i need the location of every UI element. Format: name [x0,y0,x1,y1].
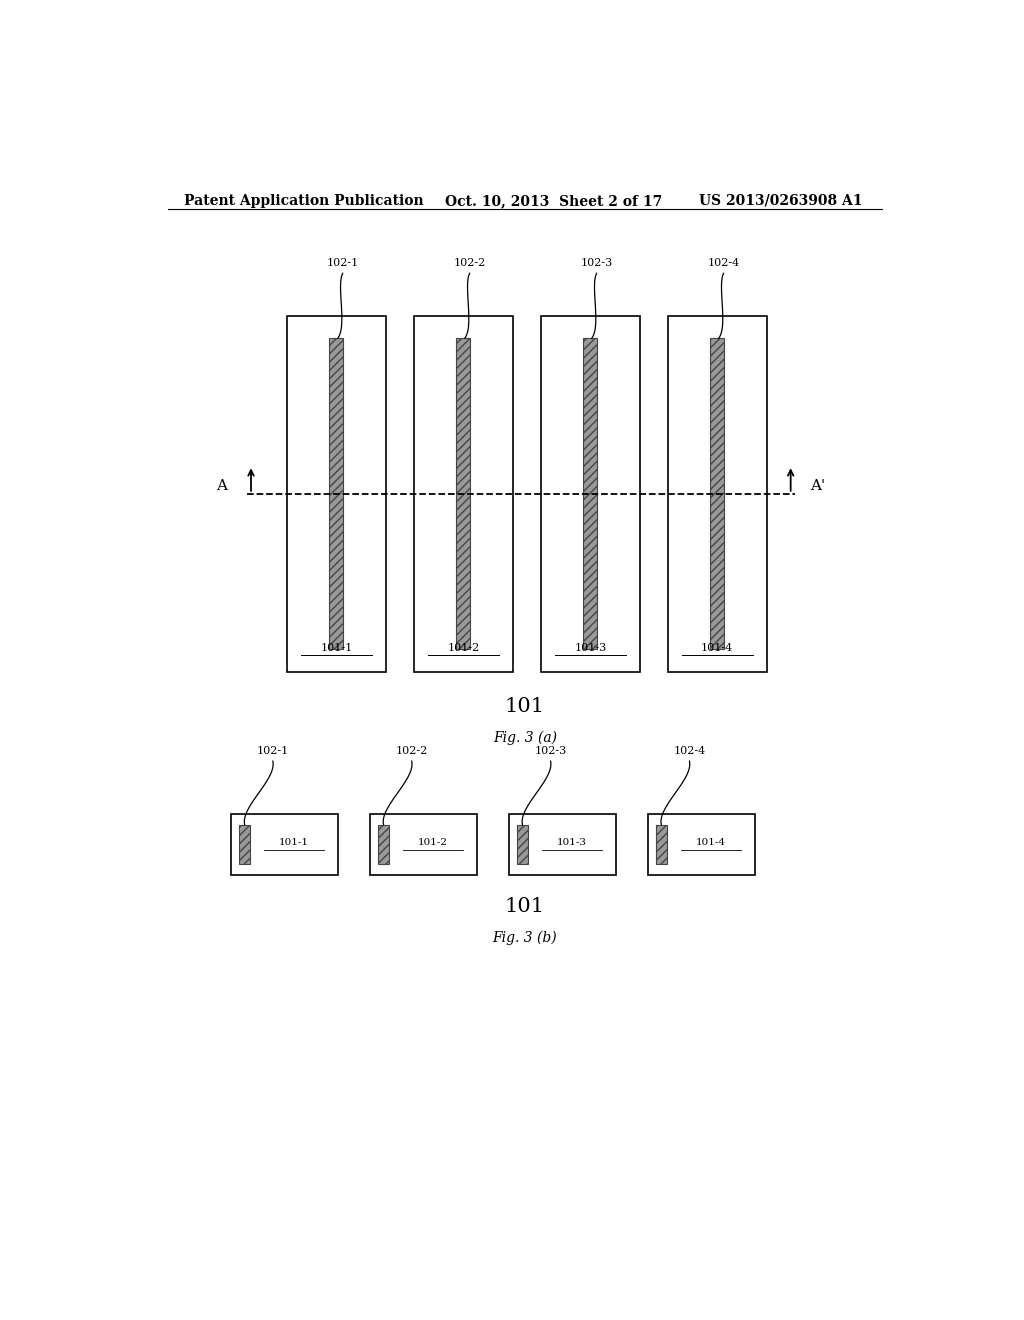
Text: Fig. 3 (b): Fig. 3 (b) [493,931,557,945]
Text: 101-3: 101-3 [557,838,587,847]
Text: 101-2: 101-2 [447,643,479,653]
Text: 102-3: 102-3 [581,259,612,268]
Text: 102-4: 102-4 [674,746,706,756]
Bar [648,814,755,875]
Text: 101: 101 [505,697,545,715]
Bar [509,814,616,875]
Text: 101-1: 101-1 [280,838,309,847]
Bar [287,315,386,672]
Bar [456,338,470,649]
Text: 102-2: 102-2 [395,746,428,756]
Bar [378,825,389,865]
Text: US 2013/0263908 A1: US 2013/0263908 A1 [699,194,863,209]
Text: Patent Application Publication: Patent Application Publication [183,194,423,209]
Text: Fig. 3 (a): Fig. 3 (a) [493,731,557,744]
Bar [240,825,250,865]
Bar [329,338,343,649]
Text: 101: 101 [505,898,545,916]
Bar [583,338,597,649]
Text: A': A' [811,479,825,492]
Text: 102-3: 102-3 [535,746,566,756]
Text: Oct. 10, 2013  Sheet 2 of 17: Oct. 10, 2013 Sheet 2 of 17 [445,194,663,209]
Bar [541,315,640,672]
Text: 101-4: 101-4 [701,643,733,653]
Text: 101-3: 101-3 [574,643,606,653]
Text: 101-4: 101-4 [696,838,726,847]
Text: 101-1: 101-1 [321,643,352,653]
Bar [231,814,338,875]
Bar [517,825,528,865]
Text: 102-2: 102-2 [454,259,485,268]
Text: A: A [216,479,227,492]
Text: 102-1: 102-1 [327,259,358,268]
Text: 101-2: 101-2 [418,838,449,847]
Bar [668,315,767,672]
Bar [655,825,667,865]
Bar [710,338,724,649]
Bar [370,814,477,875]
Bar [414,315,513,672]
Text: 102-1: 102-1 [257,746,289,756]
Text: 102-4: 102-4 [708,259,739,268]
